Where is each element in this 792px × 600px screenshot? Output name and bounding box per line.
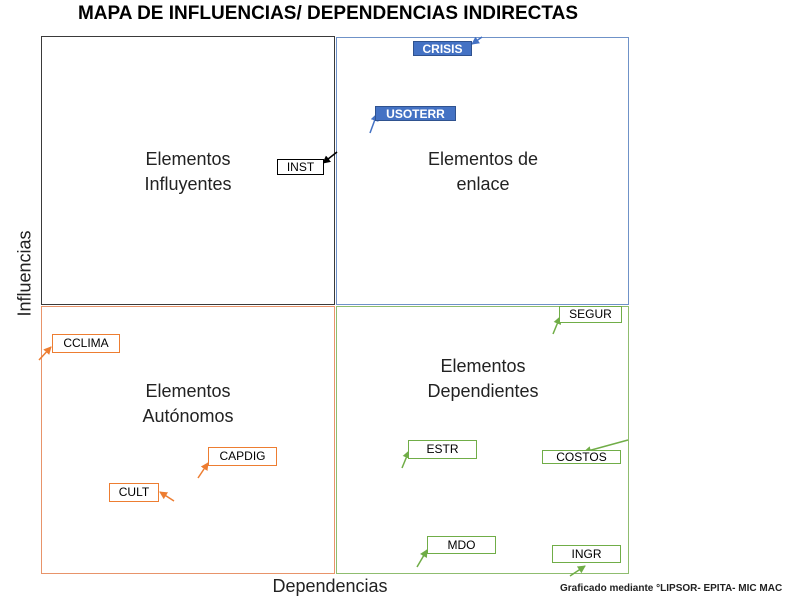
credit-text: Graficado mediante °LIPSOR- EPITA- MIC M… — [560, 583, 783, 594]
estr-arrow — [401, 450, 411, 469]
point-label-cclima: CCLIMA — [52, 334, 120, 353]
quadrant-label-autonomos: Elementos Autónomos — [108, 379, 268, 429]
point-label-crisis: CRISIS — [413, 41, 472, 56]
quadrant-label-line: Elementos de — [427, 149, 539, 169]
quadrant-label-line: Influyentes — [144, 174, 232, 194]
ingr-arrow — [569, 565, 586, 577]
point-label-segur: SEGUR — [559, 306, 622, 323]
quadrant-label-influyentes: Elementos Influyentes — [108, 147, 268, 197]
quadrant-label-line: Autónomos — [142, 406, 234, 426]
cult-arrow — [159, 491, 175, 502]
crisis-arrow — [471, 36, 483, 45]
quadrant-enlace — [336, 37, 629, 305]
point-label-mdo: MDO — [427, 536, 496, 554]
quadrant-label-line: Elementos — [145, 149, 231, 169]
mdo-arrow — [416, 549, 428, 568]
segur-arrow — [552, 316, 562, 335]
quadrant-label-line: Elementos — [440, 356, 526, 376]
quadrant-influyentes — [41, 36, 335, 305]
quadrant-label-dependientes: Elementos Dependientes — [393, 354, 573, 404]
point-label-ingr: INGR — [552, 545, 621, 563]
quadrant-label-line: Elementos — [145, 381, 231, 401]
cclima-arrow — [38, 346, 52, 361]
quadrant-label-enlace: Elementos de enlace — [393, 147, 573, 197]
point-label-costos: COSTOS — [542, 450, 621, 464]
chart-title: MAPA DE INFLUENCIAS/ DEPENDENCIAS INDIRE… — [77, 3, 578, 24]
inst-arrow — [322, 151, 338, 164]
point-label-cult: CULT — [109, 483, 159, 502]
point-label-usoterr: USOTERR — [375, 106, 456, 121]
point-label-estr: ESTR — [408, 440, 477, 459]
point-label-capdig: CAPDIG — [208, 447, 277, 466]
quadrant-dependientes — [336, 306, 629, 574]
quadrant-label-line: Dependientes — [427, 381, 539, 401]
point-label-inst: INST — [277, 159, 324, 175]
capdig-arrow — [197, 462, 209, 479]
quadrant-autonomos — [41, 306, 335, 574]
x-axis-label: Dependencias — [272, 576, 388, 596]
quadrant-label-line: enlace — [456, 174, 510, 194]
